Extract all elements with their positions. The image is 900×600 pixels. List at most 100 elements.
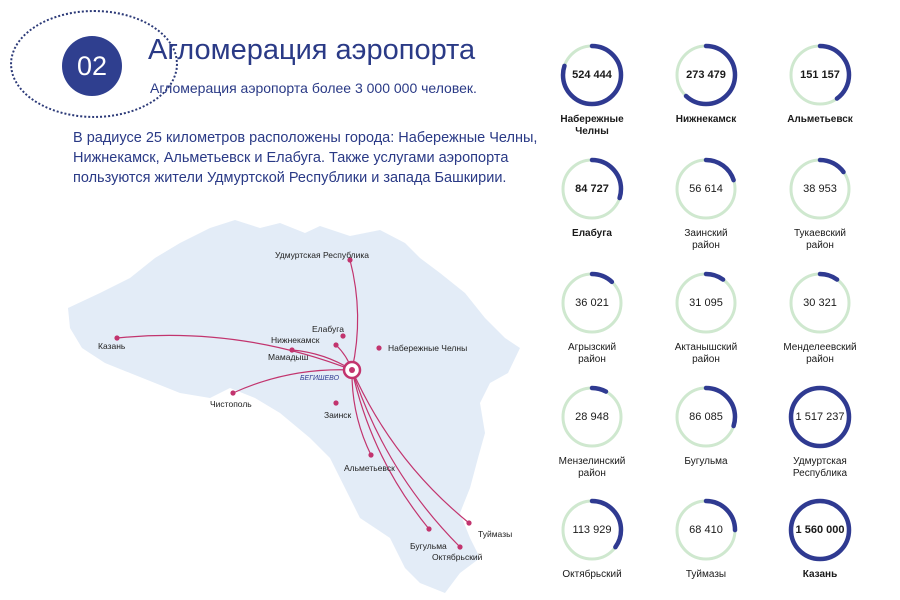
ring-fill	[788, 157, 852, 221]
ring-fill	[560, 157, 624, 221]
stat-ring: 31 095	[673, 270, 739, 336]
stat-item: 1 560 000 Казань	[765, 497, 875, 581]
ring-fill	[674, 271, 738, 335]
city-dot	[230, 390, 236, 396]
ring-chart	[788, 271, 852, 335]
airport-hub-dot	[349, 367, 355, 373]
ring-fill	[560, 271, 624, 335]
city-dot	[289, 347, 295, 353]
stat-item: 38 953 Тукаевский район	[765, 156, 875, 252]
route-line	[349, 259, 359, 371]
city-dot	[333, 400, 339, 406]
stat-value: 31 095	[689, 297, 723, 309]
ring-fill	[788, 43, 852, 107]
stat-label: Набережные Челны	[560, 114, 624, 137]
city-label: Альметьевск	[344, 463, 395, 473]
stat-item: 86 085 Бугульма	[651, 384, 761, 468]
stat-label: Туймазы	[685, 569, 727, 580]
ring-fill	[674, 498, 738, 562]
header-dotted-ring	[10, 10, 178, 118]
ring-fill	[788, 271, 852, 335]
stat-item: 31 095 Актанышский район	[651, 270, 761, 366]
stat-value: 28 948	[575, 411, 609, 423]
city-dot	[376, 345, 382, 351]
ring-chart	[788, 498, 852, 562]
stat-value: 84 727	[575, 183, 609, 195]
city-dot	[114, 335, 120, 341]
city-dot	[347, 257, 353, 263]
stat-label: Мензелинский район	[558, 456, 626, 479]
city-label: Казань	[98, 341, 126, 351]
route-line	[351, 369, 470, 524]
city-label: Мамадыш	[268, 352, 309, 362]
ring-chart	[674, 498, 738, 562]
stat-label: Казань	[802, 569, 838, 580]
stat-ring: 113 929	[559, 497, 625, 563]
page-title: Агломерация аэропорта	[148, 34, 476, 66]
city-dot	[340, 333, 346, 339]
ring-chart	[560, 498, 624, 562]
stat-item: 524 444 Набережные Челны	[537, 42, 647, 138]
stat-ring: 1 517 237	[787, 384, 853, 450]
stat-label: Актанышский район	[674, 342, 738, 365]
stat-item: 36 021 Агрызский район	[537, 270, 647, 366]
stat-label: Бугульма	[684, 456, 728, 467]
city-dot	[426, 526, 432, 532]
stat-item: 273 479 Нижнекамск	[651, 42, 761, 126]
stat-value: 1 560 000	[795, 524, 845, 536]
ring-fill	[674, 157, 738, 221]
stat-value: 273 479	[686, 69, 726, 81]
city-label: Туймазы	[478, 529, 512, 539]
city-label: Заинск	[324, 410, 352, 420]
city-dot	[368, 452, 374, 458]
stat-value: 36 021	[575, 297, 609, 309]
route-line	[351, 369, 461, 548]
ring-chart	[560, 43, 624, 107]
stat-item: 84 727 Елабуга	[537, 156, 647, 240]
ring-chart	[674, 157, 738, 221]
ring-fill	[674, 43, 738, 107]
ring-fill	[788, 498, 852, 562]
city-label: Набережные Челны	[388, 343, 467, 353]
stat-ring: 38 953	[787, 156, 853, 222]
city-label: Удмуртская Республика	[275, 250, 369, 260]
city-dot	[333, 342, 339, 348]
ring-chart	[788, 385, 852, 449]
route-line	[351, 369, 430, 530]
ring-chart	[788, 157, 852, 221]
ring-chart	[560, 271, 624, 335]
stat-label: Тукаевский район	[793, 228, 846, 251]
stat-item: 30 321 Менделеевский район	[765, 270, 875, 366]
stat-value: 86 085	[689, 411, 723, 423]
stat-value: 68 410	[689, 524, 723, 536]
ring-fill	[788, 385, 852, 449]
route-line	[232, 369, 353, 394]
ring-fill	[560, 385, 624, 449]
stat-value: 1 517 237	[795, 411, 845, 423]
stat-value: 113 929	[572, 524, 612, 536]
page-subtitle: Агломерация аэропорта более 3 000 000 че…	[150, 80, 477, 96]
ring-chart	[788, 43, 852, 107]
stat-ring: 524 444	[559, 42, 625, 108]
stat-label: Нижнекамск	[675, 114, 737, 125]
stat-item: 1 517 237 Удмуртская Республика	[765, 384, 875, 480]
city-dot	[466, 520, 472, 526]
ring-chart	[560, 385, 624, 449]
stat-item: 28 948 Мензелинский район	[537, 384, 647, 480]
ring-chart	[674, 385, 738, 449]
city-dot	[457, 544, 463, 550]
stat-value: 151 157	[800, 69, 840, 81]
ring-fill	[674, 385, 738, 449]
stat-item: 113 929 Октябрьский	[537, 497, 647, 581]
stat-ring: 86 085	[673, 384, 739, 450]
stat-value: 56 614	[689, 183, 723, 195]
stat-ring: 1 560 000	[787, 497, 853, 563]
stat-value: 38 953	[803, 183, 837, 195]
stat-ring: 273 479	[673, 42, 739, 108]
stat-item: 68 410 Туймазы	[651, 497, 761, 581]
ring-chart	[674, 43, 738, 107]
stat-label: Елабуга	[572, 228, 612, 239]
stat-ring: 84 727	[559, 156, 625, 222]
